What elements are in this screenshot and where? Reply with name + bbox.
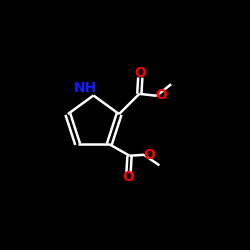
Text: O: O bbox=[143, 148, 155, 162]
Text: O: O bbox=[134, 66, 146, 80]
Text: O: O bbox=[123, 170, 134, 184]
Text: NH: NH bbox=[74, 81, 98, 95]
Text: O: O bbox=[156, 88, 168, 102]
